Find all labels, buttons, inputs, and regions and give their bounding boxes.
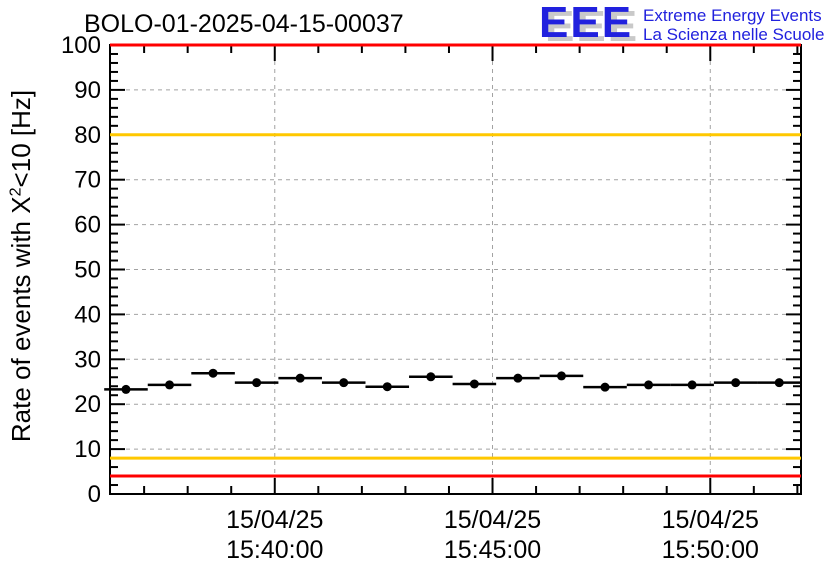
y-axis-title-units: <10 [Hz] — [6, 89, 36, 188]
data-point — [556, 371, 566, 381]
data-point — [165, 380, 175, 390]
x-tick-time: 15:45:00 — [444, 536, 541, 564]
data-point — [208, 368, 218, 378]
x-tick-time: 15:40:00 — [226, 536, 323, 564]
y-tick-label: 0 — [88, 481, 101, 508]
y-axis-title-superscript: 2 — [6, 187, 25, 197]
y-tick-label: 10 — [74, 436, 101, 463]
data-point — [121, 384, 131, 394]
data-point — [600, 382, 610, 392]
data-point — [426, 372, 436, 382]
eee-logo-line2: La Scienza nelle Scuole — [643, 25, 825, 45]
x-tick-date: 15/04/25 — [226, 506, 323, 534]
eee-logo-line1: Extreme Energy Events — [643, 6, 822, 25]
y-tick-label: 50 — [74, 257, 101, 284]
data-point — [513, 373, 523, 383]
y-tick-label: 80 — [74, 122, 101, 149]
eee-logo-caption: Extreme Energy Events La Scienza nelle S… — [643, 3, 824, 44]
x-tick-time: 15:50:00 — [662, 536, 759, 564]
data-point — [382, 382, 392, 392]
y-tick-label: 60 — [74, 212, 101, 239]
y-tick-label: 90 — [74, 77, 101, 104]
data-point — [644, 380, 654, 390]
data-point — [687, 380, 697, 390]
y-axis-title-text: Rate of events with X — [6, 196, 36, 443]
page-title: BOLO-01-2025-04-15-00037 — [84, 10, 404, 38]
eee-logo: EEE Extreme Energy Events La Scienza nel… — [539, 0, 825, 47]
data-point — [731, 378, 741, 388]
y-tick-label: 30 — [74, 346, 101, 373]
data-point — [252, 378, 262, 388]
y-axis-title: Rate of events with X2<10 [Hz] — [6, 40, 40, 492]
y-tick-label: 70 — [74, 167, 101, 194]
data-point — [339, 378, 349, 388]
y-tick-label: 100 — [61, 32, 101, 59]
x-tick-date: 15/04/25 — [662, 506, 759, 534]
data-point — [469, 379, 479, 389]
x-tick-date: 15/04/25 — [444, 506, 541, 534]
y-tick-label: 20 — [74, 391, 101, 418]
eee-logo-acronym: EEE — [539, 0, 634, 47]
y-tick-label: 40 — [74, 301, 101, 328]
data-point — [774, 378, 784, 388]
data-point — [295, 373, 305, 383]
